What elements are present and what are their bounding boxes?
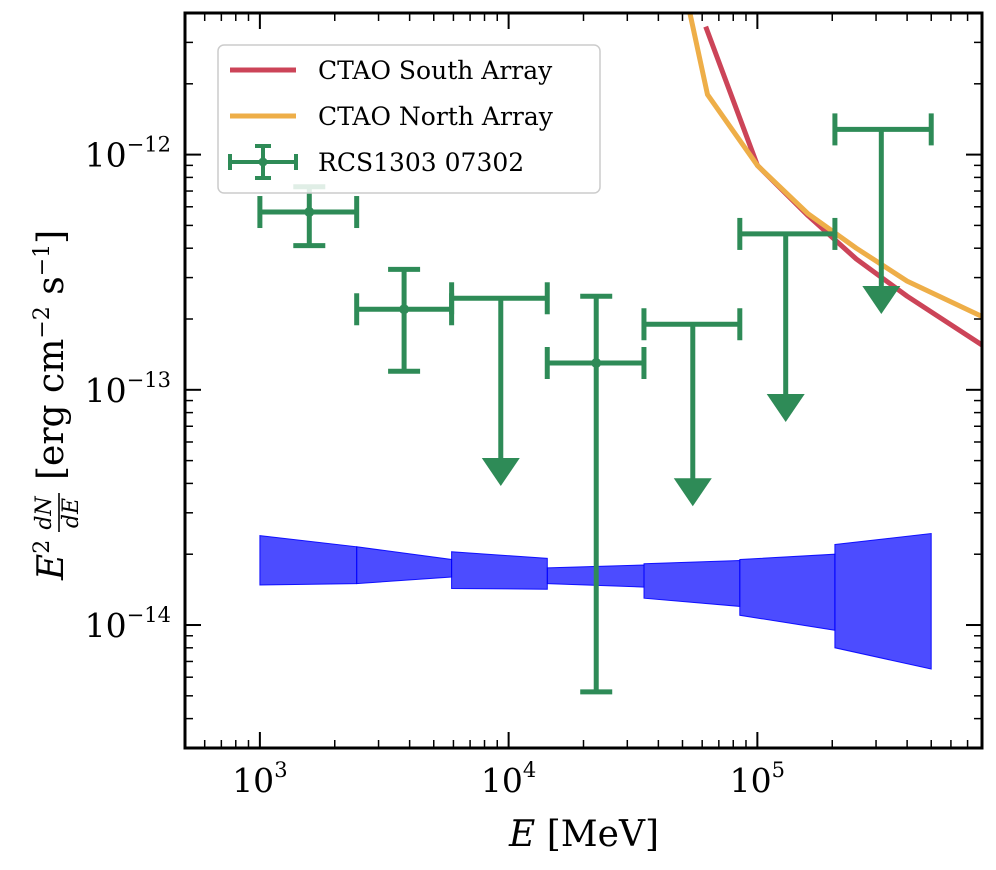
flux-point-marker — [304, 207, 315, 218]
legend-label-north: CTAO North Array — [318, 102, 554, 131]
curve-ctao-south — [703, 25, 982, 348]
butterfly-segment-2 — [451, 551, 548, 590]
svg-text:[erg cm−2 s−1]: [erg cm−2 s−1] — [30, 230, 72, 480]
y-tick-label-1: 10−13 — [85, 368, 171, 410]
flux-point-2 — [544, 293, 647, 695]
flux-point-1 — [354, 266, 455, 374]
upper-limit-arrowhead — [766, 393, 805, 422]
axis-ticks — [184, 12, 983, 749]
x-tick-label-0: 103 — [232, 758, 287, 800]
butterfly-segment-6 — [834, 532, 932, 670]
y-axis-label: E2 dN dE [erg cm−2 s−1] — [30, 230, 84, 581]
butterfly-segment-4 — [643, 559, 741, 607]
y-tick-label-0: 10−14 — [85, 603, 171, 645]
flux-point-marker — [591, 358, 602, 369]
x-tick-label-2: 105 — [730, 758, 785, 800]
upper-limit-2 — [737, 217, 838, 422]
svg-text:dN: dN — [32, 496, 57, 530]
legend-box — [217, 44, 601, 194]
x-tick-label-1: 104 — [481, 758, 536, 800]
flux-point-0 — [257, 184, 360, 249]
flux-point-marker — [399, 304, 410, 315]
x-tick-labels: 103 104 105 — [232, 758, 785, 800]
x-axis-label: E [MeV] — [508, 814, 659, 855]
flux-points — [257, 113, 934, 695]
y-tick-label-2: 10−12 — [85, 133, 171, 175]
y-tick-labels: 10−14 10−13 10−12 — [85, 133, 171, 645]
butterfly-band — [259, 532, 932, 670]
svg-text:dE: dE — [59, 498, 84, 528]
legend: CTAO South Array CTAO North Array RCS130… — [217, 44, 601, 194]
upper-limit-arrowhead — [862, 286, 901, 315]
upper-limit-arrowhead — [673, 478, 712, 507]
upper-limit-1 — [641, 308, 743, 507]
upper-limit-3 — [832, 113, 934, 315]
legend-label-rcs: RCS1303 07302 — [318, 148, 524, 177]
svg-text:E2: E2 — [30, 540, 72, 581]
sensitivity-curves — [687, 13, 982, 348]
upper-limit-arrowhead — [481, 457, 520, 486]
legend-label-south: CTAO South Array — [318, 56, 553, 85]
legend-swatch-rcs — [228, 144, 298, 180]
butterfly-segment-0 — [259, 535, 358, 586]
curve-ctao-north — [687, 13, 982, 319]
butterfly-segment-5 — [739, 553, 836, 631]
butterfly-segment-1 — [356, 546, 453, 585]
upper-limit-0 — [449, 282, 550, 486]
